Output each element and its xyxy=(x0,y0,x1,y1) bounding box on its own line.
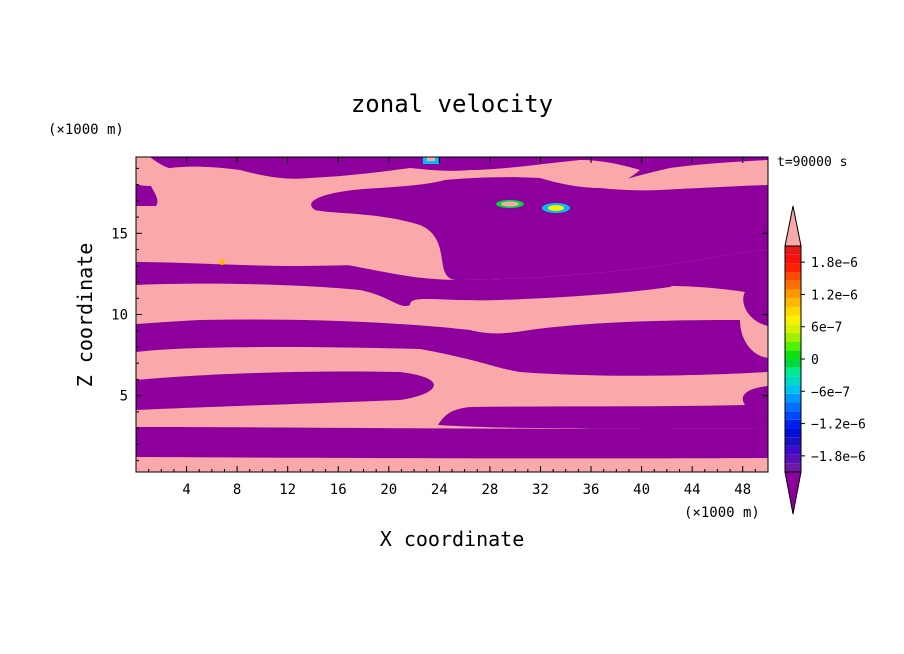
colorbar-swatch xyxy=(785,419,801,429)
colorbar-tick-label: 6e−7 xyxy=(811,321,842,336)
colorbar-swatch xyxy=(785,385,801,394)
positive-upper-patch-4 xyxy=(136,157,180,186)
colorbar-swatch xyxy=(785,315,801,325)
colorbar-swatch xyxy=(785,463,801,472)
colorbar-swatch xyxy=(785,411,801,420)
y-tick-label: 5 xyxy=(120,389,128,405)
x-tick-label: 48 xyxy=(734,482,751,498)
x-unit-label: (×1000 m) xyxy=(684,505,760,521)
positive-upper-patch-1 xyxy=(600,160,768,191)
colorbar-tick-label: −6e−7 xyxy=(811,385,850,400)
y-tick-label: 15 xyxy=(111,226,128,242)
x-axis-ticks: 4 8 12 16 20 24 28 32 36 40 44 48 xyxy=(148,157,756,498)
x-tick-label: 28 xyxy=(481,482,498,498)
negative-lower-band xyxy=(136,371,434,410)
x-tick-label: 20 xyxy=(380,482,397,498)
colorbar-swatch xyxy=(785,376,801,386)
positive-upper-patch-3 xyxy=(136,206,434,266)
colorbar-swatch xyxy=(785,280,801,290)
x-tick-label: 44 xyxy=(684,482,701,498)
x-tick-label: 16 xyxy=(330,482,347,498)
x-tick-label: 32 xyxy=(532,482,549,498)
colorbar-swatch xyxy=(785,341,801,351)
colorbar-swatch xyxy=(785,437,801,446)
edge-spot xyxy=(219,259,225,265)
colorbar-tick-label: −1.2e−6 xyxy=(811,418,866,433)
colorbar-swatch xyxy=(785,393,801,403)
colorbar-swatch xyxy=(785,332,801,342)
warm-spot-2-core xyxy=(501,201,519,207)
warm-spot-1-core xyxy=(548,205,564,211)
negative-lower-right-band xyxy=(438,386,768,429)
y-axis-title: Z coordinate xyxy=(73,243,97,388)
colorbar: 1.8e−6 1.2e−6 6e−7 0 −6e−7 −1.2e−6 −1.8e−6 xyxy=(784,205,866,515)
time-label: t=90000 s xyxy=(777,155,847,170)
x-tick-label: 8 xyxy=(233,482,241,498)
x-tick-label: 24 xyxy=(431,482,448,498)
chart-title: zonal velocity xyxy=(351,90,553,118)
x-tick-label: 40 xyxy=(633,482,650,498)
negative-mid-low-band xyxy=(136,319,768,376)
y-unit-label: (×1000 m) xyxy=(48,122,124,138)
colorbar-tick-label: 1.8e−6 xyxy=(811,256,858,271)
top-spot-core xyxy=(427,157,435,161)
colorbar-swatch xyxy=(785,445,801,455)
plot-area xyxy=(136,157,768,472)
colorbar-swatch xyxy=(785,246,801,255)
x-tick-label: 12 xyxy=(279,482,296,498)
colorbar-swatch xyxy=(785,428,801,438)
colorbar-swatch xyxy=(785,272,801,281)
colorbar-swatch xyxy=(785,454,801,464)
x-tick-label: 36 xyxy=(583,482,600,498)
colorbar-swatch xyxy=(785,324,801,333)
colorbar-low-arrow xyxy=(784,471,802,515)
colorbar-high-arrow xyxy=(784,205,802,247)
negative-bottom-band xyxy=(136,427,768,459)
colorbar-swatch xyxy=(785,367,801,377)
colorbar-tick-label: −1.8e−6 xyxy=(811,450,866,465)
colorbar-swatch xyxy=(785,254,801,264)
y-axis-ticks: 5 10 15 xyxy=(111,167,768,462)
positive-upper-patch-2 xyxy=(232,195,293,209)
colorbar-tick-label: 1.2e−6 xyxy=(811,288,858,303)
x-tick-label: 4 xyxy=(182,482,190,498)
x-axis-title: X coordinate xyxy=(380,527,525,551)
colorbar-swatch xyxy=(785,263,801,273)
colorbar-swatch xyxy=(785,359,801,368)
colorbar-tick-label: 0 xyxy=(811,353,819,368)
colorbar-swatch xyxy=(785,298,801,307)
y-tick-label: 10 xyxy=(111,308,128,324)
colorbar-swatch xyxy=(785,402,801,412)
colorbar-swatch xyxy=(785,306,801,316)
colorbar-swatch xyxy=(785,289,801,299)
negative-middle-band xyxy=(136,250,768,326)
colorbar-swatch xyxy=(785,350,801,359)
